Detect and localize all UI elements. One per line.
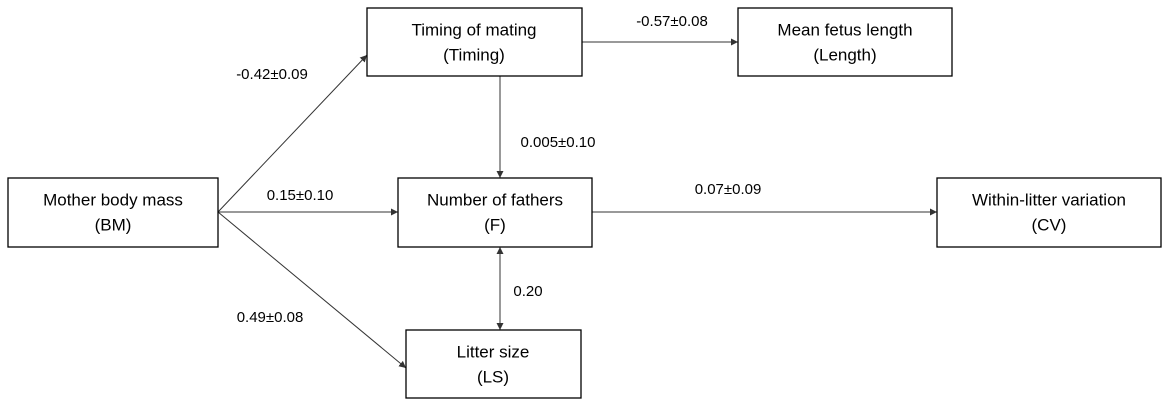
node-box bbox=[936, 177, 1162, 248]
node-label: Number of fathers bbox=[427, 190, 563, 209]
edge-label: -0.42±0.09 bbox=[236, 66, 308, 83]
node-label: Within-litter variation bbox=[972, 190, 1126, 209]
arrow bbox=[217, 211, 407, 369]
node-abbr: (Timing) bbox=[443, 45, 505, 64]
node: Number of fathers (F) bbox=[397, 177, 593, 248]
node-abbr: (CV) bbox=[1032, 215, 1067, 234]
node-box bbox=[7, 177, 219, 248]
edge-label: 0.49±0.08 bbox=[237, 309, 304, 326]
node-abbr: (F) bbox=[484, 215, 506, 234]
edge-label: 0.005±0.10 bbox=[521, 134, 596, 151]
node: Mean fetus length (Length) bbox=[737, 7, 953, 77]
edge-label: 0.07±0.09 bbox=[695, 181, 762, 198]
node: Within-litter variation (CV) bbox=[936, 177, 1162, 248]
node: Mother body mass (BM) bbox=[7, 177, 219, 248]
node-box bbox=[366, 7, 583, 77]
node-label: Litter size bbox=[457, 342, 530, 361]
node: Litter size (LS) bbox=[405, 329, 582, 399]
arrow bbox=[217, 54, 368, 213]
node-abbr: (Length) bbox=[813, 45, 876, 64]
edge-label: -0.57±0.08 bbox=[636, 13, 708, 30]
node-box bbox=[405, 329, 582, 399]
node-box bbox=[397, 177, 593, 248]
edge-label: 0.20 bbox=[513, 283, 542, 300]
node: Timing of mating (Timing) bbox=[366, 7, 583, 77]
arrows bbox=[217, 38, 937, 369]
node-label: Timing of mating bbox=[411, 20, 536, 39]
node-abbr: (LS) bbox=[477, 367, 509, 386]
edge-label: 0.15±0.10 bbox=[267, 187, 334, 204]
node-label: Mother body mass bbox=[43, 190, 183, 209]
node-box bbox=[737, 7, 953, 77]
node-label: Mean fetus length bbox=[777, 20, 912, 39]
node-abbr: (BM) bbox=[95, 215, 132, 234]
